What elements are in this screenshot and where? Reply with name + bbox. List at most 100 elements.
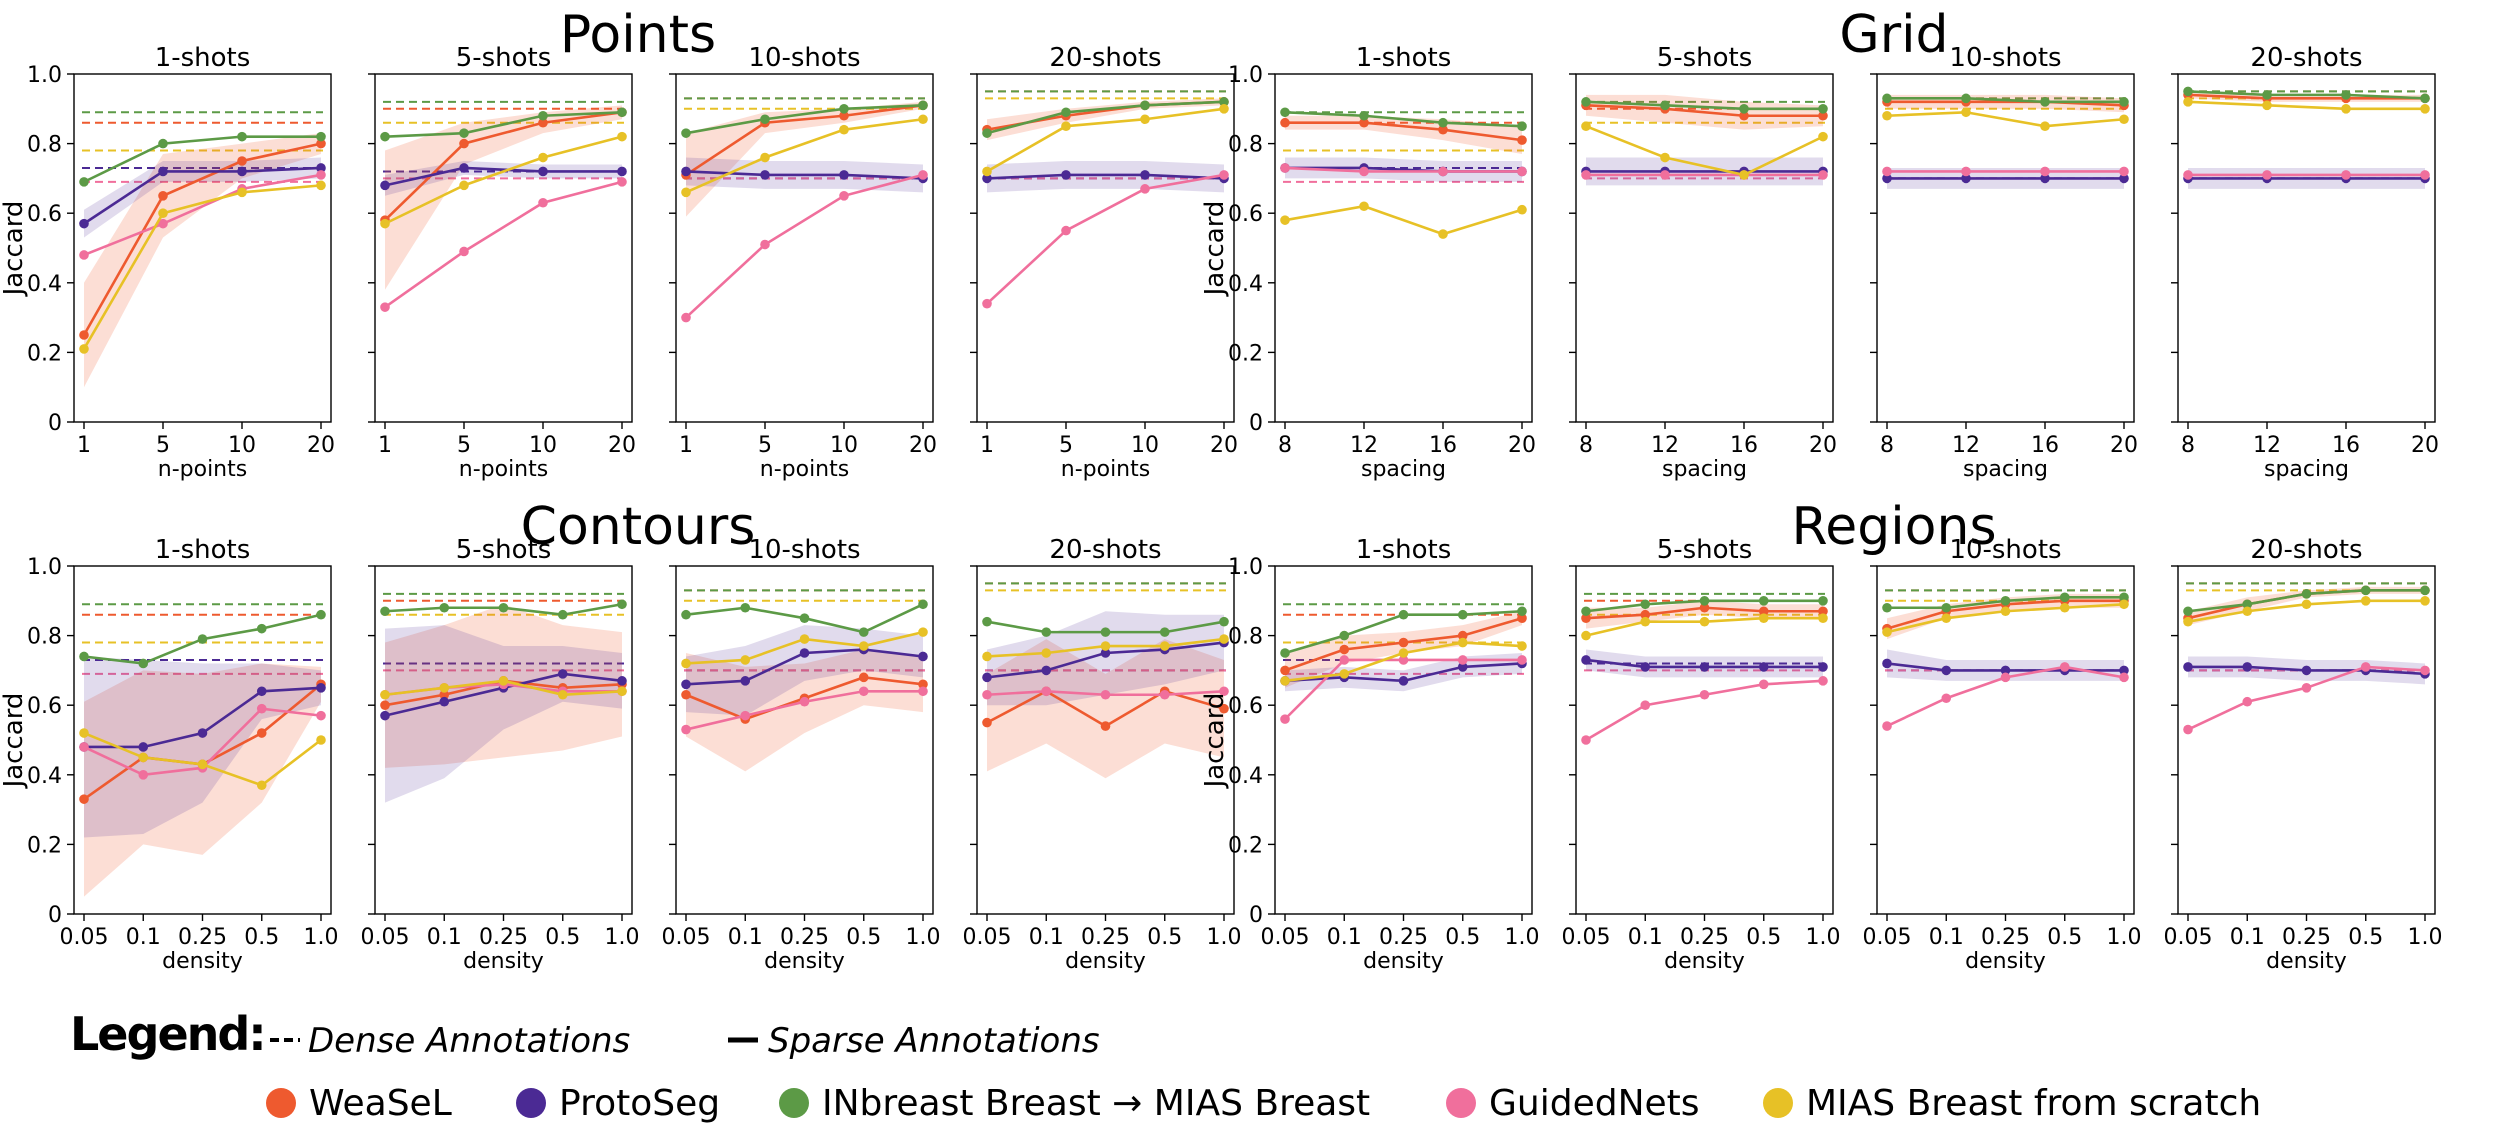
axes-frame [2177, 73, 2436, 423]
point-INbreast [1818, 596, 1828, 606]
point-MIAS [2420, 104, 2430, 114]
y-tick-label: 0.2 [27, 341, 62, 366]
point-ProtoSeg [1882, 173, 1892, 184]
point-ProtoSeg [617, 676, 627, 686]
panel-5-shots: 5-shots 0.05 0.1 0.25 0.5 1.0 density [361, 535, 640, 974]
series-line-MIAS [685, 117, 924, 194]
y-tick-label: 0.6 [1228, 202, 1263, 227]
point-INbreast [2183, 606, 2193, 617]
point-MIAS [1359, 201, 1369, 212]
point-INbreast [2059, 592, 2070, 603]
point-MIAS [982, 166, 992, 177]
point-GuidedNets [2119, 672, 2129, 683]
point-MIAS [1061, 121, 1071, 131]
series-line-WeaSeL [1887, 100, 2125, 107]
point-INbreast [617, 107, 627, 118]
point-ProtoSeg [1061, 170, 1071, 180]
point-INbreast [1041, 627, 1052, 637]
point-INbreast [1818, 104, 1828, 114]
legend-item-label: GuidedNets [1489, 1083, 1700, 1124]
point-MIAS [1581, 630, 1591, 641]
x-tick-label: 10 [1131, 433, 1159, 458]
panel-title: 1-shots [1356, 535, 1452, 565]
point-INbreast [1882, 602, 1892, 613]
legend-item: MIAS Breast from scratch [1763, 1083, 2261, 1124]
point-MIAS [316, 180, 326, 191]
point-INbreast [740, 602, 751, 613]
series-line-INbreast [384, 110, 623, 138]
point-ProtoSeg [158, 166, 168, 177]
point-GuidedNets [1517, 166, 1527, 177]
point-INbreast [1581, 606, 1591, 617]
point-MIAS [1699, 616, 1710, 627]
point-WeaSeL [316, 138, 326, 149]
point-INbreast [1699, 596, 1710, 606]
point-MIAS [1457, 637, 1468, 648]
point-WeaSeL [380, 700, 390, 710]
y-tick-label: 0.4 [1228, 764, 1263, 789]
point-INbreast [982, 128, 992, 138]
point-GuidedNets [2040, 166, 2050, 177]
point-MIAS [760, 152, 770, 163]
point-INbreast [1941, 602, 1952, 613]
point-GuidedNets [79, 742, 89, 752]
band-ProtoSeg [84, 157, 321, 238]
point-GuidedNets [681, 724, 691, 735]
point-MIAS [740, 655, 751, 665]
point-ProtoSeg [740, 676, 751, 686]
point-INbreast [2420, 93, 2430, 104]
x-tick-label: 1.0 [2107, 925, 2142, 950]
point-ProtoSeg [138, 742, 149, 752]
point-ProtoSeg [681, 679, 691, 690]
point-WeaSeL [839, 110, 849, 121]
point-INbreast [1438, 117, 1448, 128]
point-ProtoSeg [1100, 648, 1111, 658]
point-INbreast [79, 177, 89, 187]
band-WeaSeL [686, 101, 923, 217]
point-INbreast [1640, 599, 1651, 610]
series-line-GuidedNets [384, 180, 623, 309]
x-tick-label: 0.05 [361, 925, 410, 950]
point-INbreast [2000, 596, 2011, 606]
x-tick-label: 5 [758, 433, 772, 458]
point-GuidedNets [1961, 166, 1971, 177]
x-axis-label: n-points [760, 457, 849, 482]
point-ProtoSeg [2119, 173, 2129, 184]
x-tick-label: 0.05 [662, 925, 711, 950]
x-tick-label: 0.1 [126, 925, 161, 950]
y-tick-label: 0.8 [27, 133, 62, 158]
point-GuidedNets [2360, 662, 2371, 672]
point-GuidedNets [1140, 184, 1150, 194]
point-GuidedNets [918, 170, 928, 180]
point-GuidedNets [1280, 714, 1290, 724]
band-WeaSeL [84, 133, 321, 388]
group-title: Regions [1791, 497, 1996, 557]
band-WeaSeL [84, 663, 321, 897]
group-title: Contours [521, 497, 756, 557]
point-INbreast [918, 599, 928, 610]
chart-group-grid: Grid 1-shots 8 12 16 20 spacing 0 0.2 0.4 0.6 0.8 1.… [1200, 5, 2439, 482]
y-axis-label: Jaccard [0, 201, 29, 298]
point-WeaSeL [1100, 721, 1111, 731]
y-tick-label: 0 [48, 903, 62, 928]
panel-title: 1-shots [1356, 43, 1452, 73]
point-INbreast [138, 658, 149, 669]
x-tick-label: 16 [2031, 433, 2059, 458]
axes-frame [1876, 73, 2135, 423]
x-axis-label: density [1664, 949, 1745, 974]
point-MIAS [1159, 641, 1170, 651]
point-GuidedNets [858, 686, 869, 697]
point-GuidedNets [982, 689, 992, 700]
point-MIAS [1280, 215, 1290, 225]
point-GuidedNets [1339, 655, 1350, 665]
y-tick-label: 0.2 [1228, 341, 1263, 366]
point-INbreast [839, 104, 849, 114]
point-INbreast [1660, 100, 1670, 111]
panel-title: 5-shots [456, 43, 552, 73]
x-tick-label: 1.0 [304, 925, 339, 950]
point-GuidedNets [2119, 166, 2129, 177]
x-axis-label: n-points [158, 457, 247, 482]
panel-20-shots: 20-shots 1 5 10 20 n-points [970, 43, 1238, 482]
point-MIAS [158, 208, 168, 218]
